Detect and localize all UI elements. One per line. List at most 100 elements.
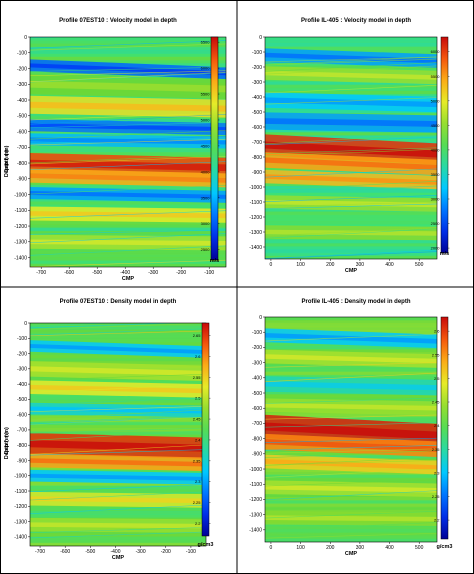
strata-row — [265, 135, 437, 140]
colorbar-tick-label: 2.55 — [193, 375, 202, 380]
y-tick-label: -1200 — [249, 215, 262, 221]
y-tick-label: -200 — [252, 345, 262, 351]
y-tick-label: -400 — [252, 376, 262, 382]
heatmap-field — [265, 37, 437, 259]
strata-row — [265, 211, 437, 216]
y-axis-label: Depth ( m) — [4, 150, 10, 177]
velocity-layer-core — [30, 522, 206, 529]
reflector-line — [30, 70, 226, 77]
x-tick-label: -300 — [148, 270, 158, 276]
y-tick-label: -800 — [17, 443, 27, 449]
strata-row — [265, 506, 437, 511]
reflector-line — [30, 135, 226, 143]
strata-row — [30, 40, 226, 45]
y-tick-label: -300 — [252, 80, 262, 86]
y-tick-label: -1400 — [249, 528, 262, 534]
strata-row — [30, 358, 206, 362]
y-tick-label: -800 — [17, 161, 27, 167]
x-tick-label: -200 — [176, 270, 186, 276]
reflector-line — [265, 168, 437, 178]
reflector-line — [265, 181, 437, 191]
reflector-line — [265, 445, 437, 451]
reflector-line — [265, 147, 437, 155]
y-tick-label: -1400 — [14, 535, 27, 541]
plot-border — [264, 316, 438, 543]
colorbar-tick-label: 5500 — [431, 74, 441, 79]
x-axis-label: CMP — [345, 268, 358, 274]
y-tick-label: -300 — [17, 82, 27, 88]
colorbar-tick-label: 6000 — [201, 66, 211, 71]
velocity-layer-core — [265, 97, 437, 108]
y-tick-label: -400 — [252, 95, 262, 101]
colorbar — [440, 316, 449, 540]
strata-row — [30, 536, 206, 541]
y-tick-label: -1000 — [14, 192, 27, 198]
y-tick-label: -200 — [252, 65, 262, 71]
colorbar-tick-label: 6000 — [431, 49, 441, 54]
strata-row — [265, 239, 437, 244]
strata-row — [30, 250, 226, 255]
y-tick-label: -800 — [252, 436, 262, 442]
strata-row — [30, 482, 206, 487]
x-tick-label: -300 — [136, 549, 146, 555]
strata-row — [30, 361, 206, 366]
y-tick-label: -600 — [17, 129, 27, 135]
reflector-line — [30, 397, 206, 406]
reflector-line — [265, 133, 437, 145]
velocity-layer-core — [265, 439, 437, 452]
y-tick-label: -100 — [17, 51, 27, 57]
x-tick-label: 500 — [415, 262, 424, 268]
velocity-layer-core — [265, 70, 437, 80]
reflector-line — [30, 138, 226, 146]
reflector-line — [265, 249, 437, 259]
y-tick-label: -500 — [17, 114, 27, 120]
x-tick-label: 400 — [385, 545, 394, 551]
colorbar-tick-label: 2.5 — [195, 396, 201, 401]
strata-row — [265, 43, 437, 48]
strata-row — [265, 371, 437, 376]
x-tick-label: 400 — [385, 262, 394, 268]
y-tick-label: -1200 — [249, 497, 262, 503]
strata-row — [265, 493, 437, 498]
y-tick-label: -100 — [252, 50, 262, 56]
strata-row — [265, 46, 437, 51]
colorbar-tick-label: 5500 — [201, 92, 211, 97]
reflector-line — [30, 72, 226, 83]
x-tick-label: 200 — [326, 545, 335, 551]
strata-row — [265, 186, 437, 190]
reflector-line — [30, 416, 206, 425]
velocity-layer-core — [265, 459, 437, 470]
strata-row — [265, 365, 437, 370]
y-tick-label: -600 — [252, 125, 262, 131]
strata-row — [30, 507, 206, 512]
x-tick-label: -400 — [110, 549, 120, 555]
colorbar-tick-label: 3000 — [431, 197, 441, 202]
colorbar-tick-label: 2000 — [431, 246, 441, 251]
colorbar-tick-label: 3500 — [201, 195, 211, 200]
y-tick-label: -600 — [17, 412, 27, 418]
colorbar-tick-label: 2.65 — [193, 333, 202, 338]
velocity-layer-core — [30, 239, 226, 246]
reflector-line — [30, 416, 206, 425]
strata-row — [30, 510, 206, 515]
chart-title: Profile IL-405 : Density model in depth — [301, 299, 410, 305]
y-tick-label: -500 — [252, 391, 262, 397]
reflector-line — [30, 491, 206, 501]
strata-row — [30, 415, 206, 420]
strata-row — [265, 81, 437, 86]
strata-row — [265, 503, 437, 508]
y-tick-label: -1300 — [249, 230, 262, 236]
reflector-line — [30, 323, 118, 327]
y-axis-label: Depth ( m) — [4, 432, 10, 459]
strata-row — [265, 345, 437, 350]
strata-row — [30, 514, 206, 518]
strata-row — [265, 37, 437, 41]
reflector-line — [265, 414, 437, 420]
colorbar-tick-label: 3000 — [201, 221, 211, 226]
y-tick-label: -100 — [252, 330, 262, 336]
strata-row — [265, 84, 437, 89]
reflector-line — [30, 245, 226, 256]
y-tick-label: 0 — [259, 315, 262, 321]
velocity-layer-core — [30, 173, 226, 183]
x-tick-label: -600 — [60, 549, 70, 555]
